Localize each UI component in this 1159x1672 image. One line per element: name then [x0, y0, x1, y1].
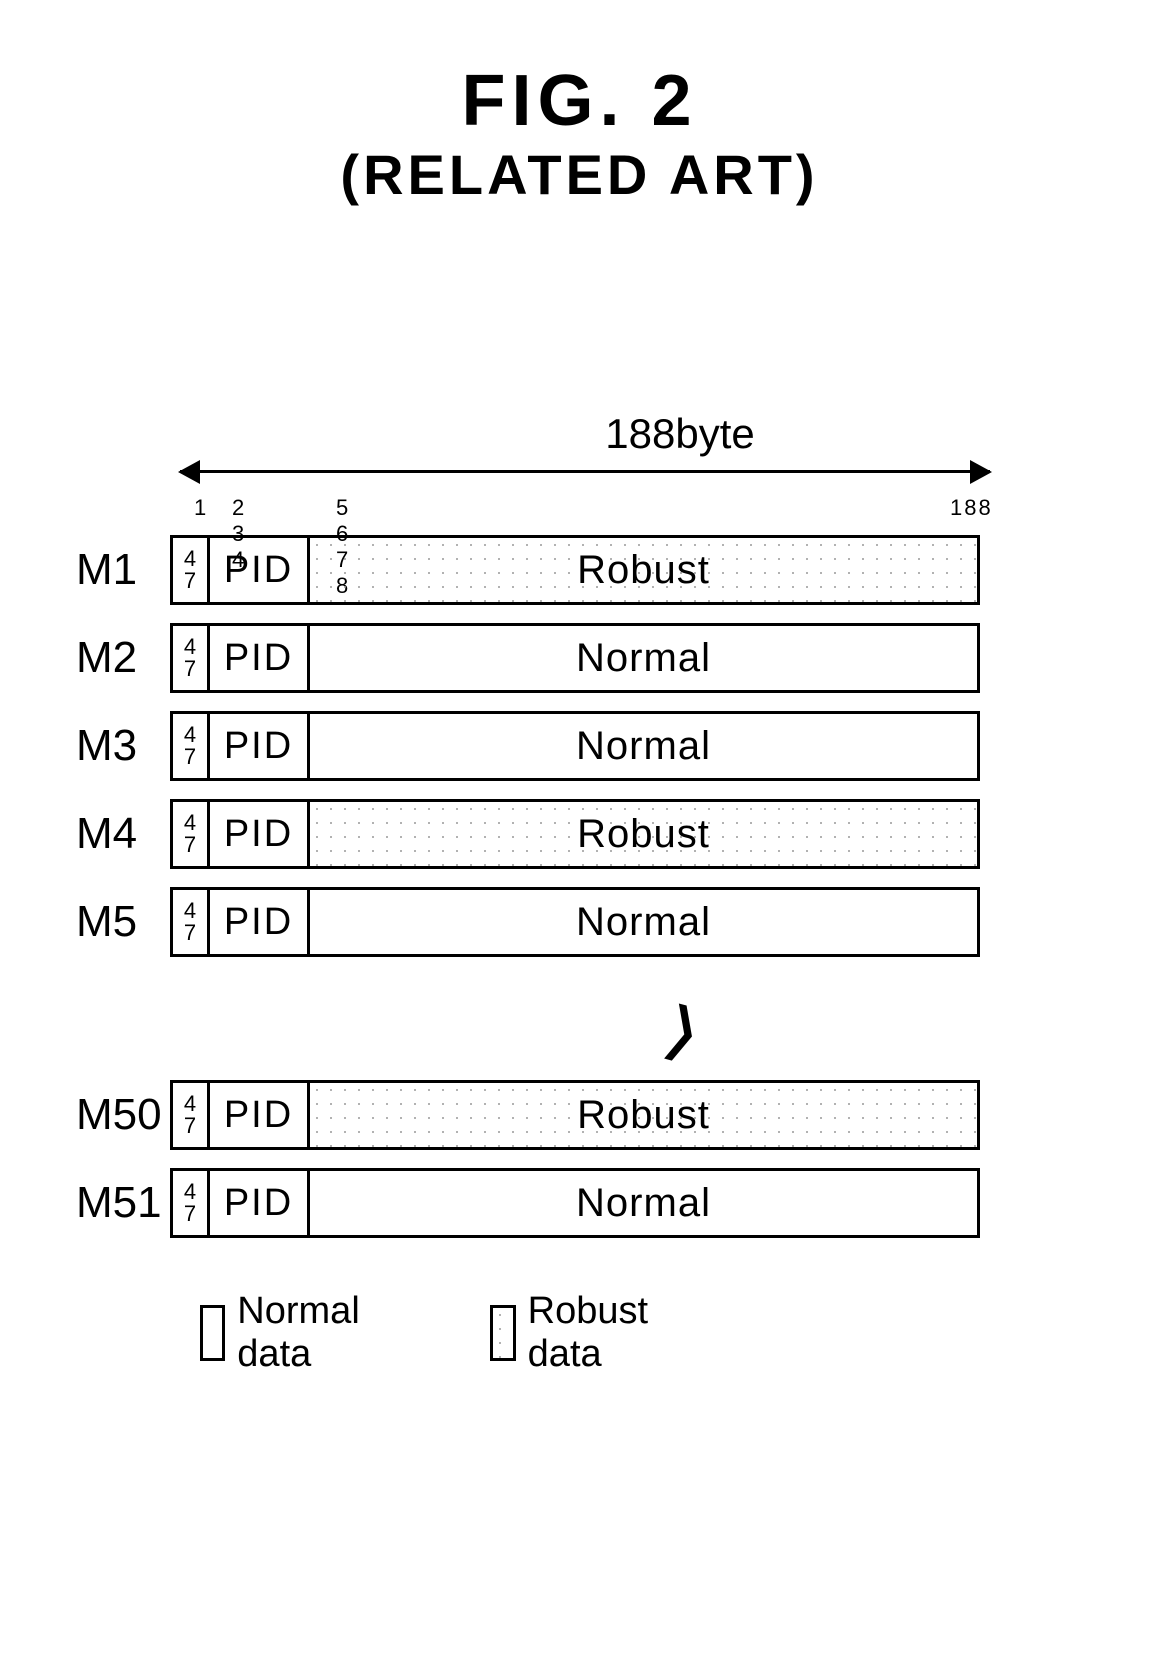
title-sub: (RELATED ART): [0, 142, 1159, 207]
pid-cell: PID: [210, 799, 310, 869]
legend-robust-swatch: [490, 1305, 515, 1361]
payload-cell: Normal: [310, 1168, 980, 1238]
payload-cell: Normal: [310, 887, 980, 957]
packet-row: M547PIDNormal: [70, 887, 980, 957]
packet-row: M5047PIDRobust: [70, 1080, 980, 1150]
payload-cell: Robust: [310, 799, 980, 869]
legend: Normal data Robust data: [200, 1290, 659, 1376]
row-label: M2: [70, 623, 170, 693]
packet-row: M5147PIDNormal: [70, 1168, 980, 1238]
continuation-mark: ⟩: [655, 991, 711, 1073]
packet-row: M147PIDRobust: [70, 535, 980, 605]
row-label: M51: [70, 1168, 170, 1238]
pid-cell: PID: [210, 711, 310, 781]
sync-byte-cell: 47: [170, 887, 210, 957]
legend-robust-label: Robust data: [528, 1290, 659, 1376]
sync-byte-cell: 47: [170, 623, 210, 693]
legend-normal-swatch: [200, 1305, 225, 1361]
pid-cell: PID: [210, 1080, 310, 1150]
packet-row: M247PIDNormal: [70, 623, 980, 693]
column-header: 188: [950, 495, 993, 521]
title-main: FIG. 2: [0, 60, 1159, 142]
payload-cell: Normal: [310, 711, 980, 781]
sync-byte-cell: 47: [170, 799, 210, 869]
row-label: M3: [70, 711, 170, 781]
sync-byte-cell: 47: [170, 535, 210, 605]
pid-cell: PID: [210, 887, 310, 957]
pid-cell: PID: [210, 623, 310, 693]
legend-robust: Robust data: [490, 1290, 658, 1376]
sync-byte-cell: 47: [170, 1080, 210, 1150]
sync-byte-cell: 47: [170, 1168, 210, 1238]
row-label: M5: [70, 887, 170, 957]
payload-cell: Normal: [310, 623, 980, 693]
packet-row: M447PIDRobust: [70, 799, 980, 869]
pid-cell: PID: [210, 535, 310, 605]
row-label: M4: [70, 799, 170, 869]
legend-normal: Normal data: [200, 1290, 370, 1376]
lower-rows: M5047PIDRobust M5147PIDNormal: [70, 1080, 980, 1256]
payload-cell: Robust: [310, 1080, 980, 1150]
figure-title: FIG. 2 (RELATED ART): [0, 60, 1159, 207]
row-label: M50: [70, 1080, 170, 1150]
legend-normal-label: Normal data: [237, 1290, 370, 1376]
width-arrow: [180, 470, 990, 473]
pid-cell: PID: [210, 1168, 310, 1238]
column-header: 1: [194, 495, 208, 521]
payload-cell: Robust: [310, 535, 980, 605]
row-label: M1: [70, 535, 170, 605]
packet-row: M347PIDNormal: [70, 711, 980, 781]
upper-rows: M147PIDRobustM247PIDNormalM347PIDNormalM…: [70, 535, 980, 975]
byte-width-label: 188byte: [580, 410, 780, 458]
sync-byte-cell: 47: [170, 711, 210, 781]
